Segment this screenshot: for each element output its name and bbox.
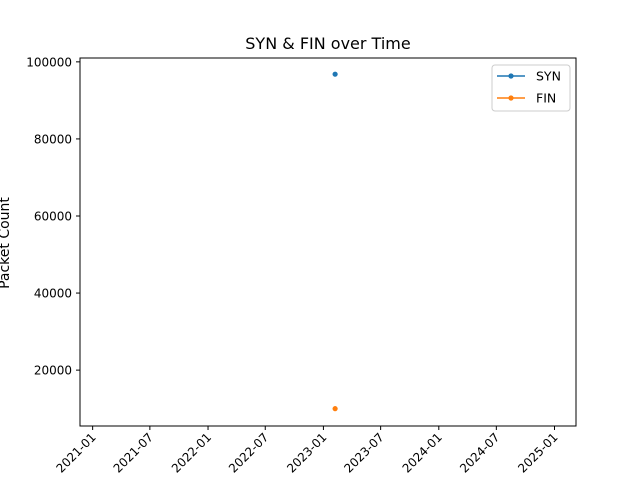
- plot-area-frame: [79, 57, 577, 427]
- y-tick-label: 80000: [34, 132, 72, 146]
- y-tick-label: 20000: [34, 364, 72, 378]
- data-point-syn: [332, 71, 338, 77]
- legend-marker-syn: [508, 73, 514, 79]
- y-tick-label: 60000: [34, 209, 72, 223]
- series-layer: [332, 71, 338, 412]
- legend-label-fin: FIN: [536, 91, 556, 106]
- y-axis-label: Packet Count: [0, 197, 13, 289]
- legend-label-syn: SYN: [536, 69, 561, 84]
- series-syn: [332, 71, 338, 77]
- legend: SYN FIN: [491, 64, 571, 112]
- y-axis-ticks: 20000 40000 60000 80000 100000: [26, 55, 80, 378]
- y-tick-label: 100000: [26, 55, 72, 69]
- data-point-fin: [332, 406, 338, 412]
- legend-marker-fin: [508, 95, 514, 101]
- chart-title: SYN & FIN over Time: [245, 34, 410, 53]
- series-fin: [332, 406, 338, 412]
- y-tick-label: 40000: [34, 287, 72, 301]
